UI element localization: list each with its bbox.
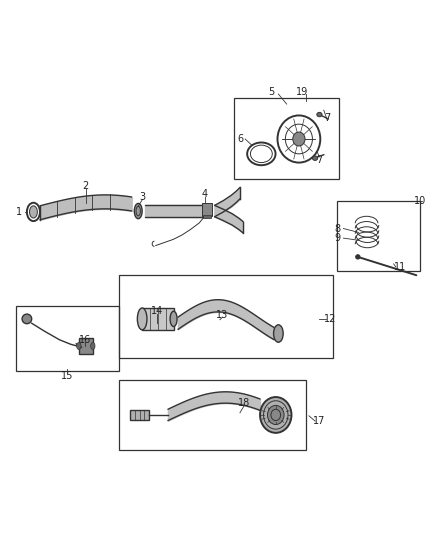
Text: 17: 17 (313, 416, 325, 426)
Text: 5: 5 (268, 87, 275, 97)
Text: 1: 1 (16, 207, 22, 217)
Text: 19: 19 (296, 87, 308, 97)
Ellipse shape (274, 325, 283, 342)
Ellipse shape (170, 311, 177, 327)
Ellipse shape (134, 204, 142, 219)
Ellipse shape (293, 132, 305, 146)
Bar (142, 308, 173, 330)
Bar (337, 201, 420, 271)
Text: 3: 3 (140, 192, 146, 201)
Ellipse shape (312, 156, 318, 160)
Ellipse shape (91, 343, 95, 350)
Text: 9: 9 (335, 233, 341, 243)
Text: 12: 12 (324, 314, 336, 324)
Text: 6: 6 (237, 134, 243, 144)
Ellipse shape (356, 255, 360, 259)
Text: 14: 14 (151, 306, 163, 316)
Ellipse shape (260, 397, 291, 433)
Ellipse shape (22, 314, 32, 324)
Text: 16: 16 (79, 335, 92, 345)
Bar (79, 338, 93, 354)
Text: 13: 13 (216, 310, 229, 319)
Bar (234, 99, 339, 179)
Bar (130, 410, 149, 420)
Bar (203, 215, 211, 217)
Text: 10: 10 (414, 196, 426, 206)
Text: 7: 7 (324, 113, 330, 123)
Ellipse shape (77, 343, 81, 350)
Text: 8: 8 (335, 223, 341, 233)
Bar (119, 380, 306, 450)
Text: 2: 2 (83, 181, 89, 191)
Text: 11: 11 (394, 262, 406, 272)
Text: 4: 4 (202, 189, 208, 199)
Ellipse shape (317, 112, 322, 117)
Ellipse shape (29, 206, 37, 218)
Ellipse shape (268, 405, 284, 425)
Text: 15: 15 (61, 370, 73, 381)
Bar (16, 306, 119, 372)
Bar (201, 203, 212, 216)
Bar (119, 275, 332, 358)
Text: 18: 18 (238, 398, 251, 408)
Ellipse shape (138, 308, 147, 330)
Text: 7: 7 (316, 155, 322, 165)
